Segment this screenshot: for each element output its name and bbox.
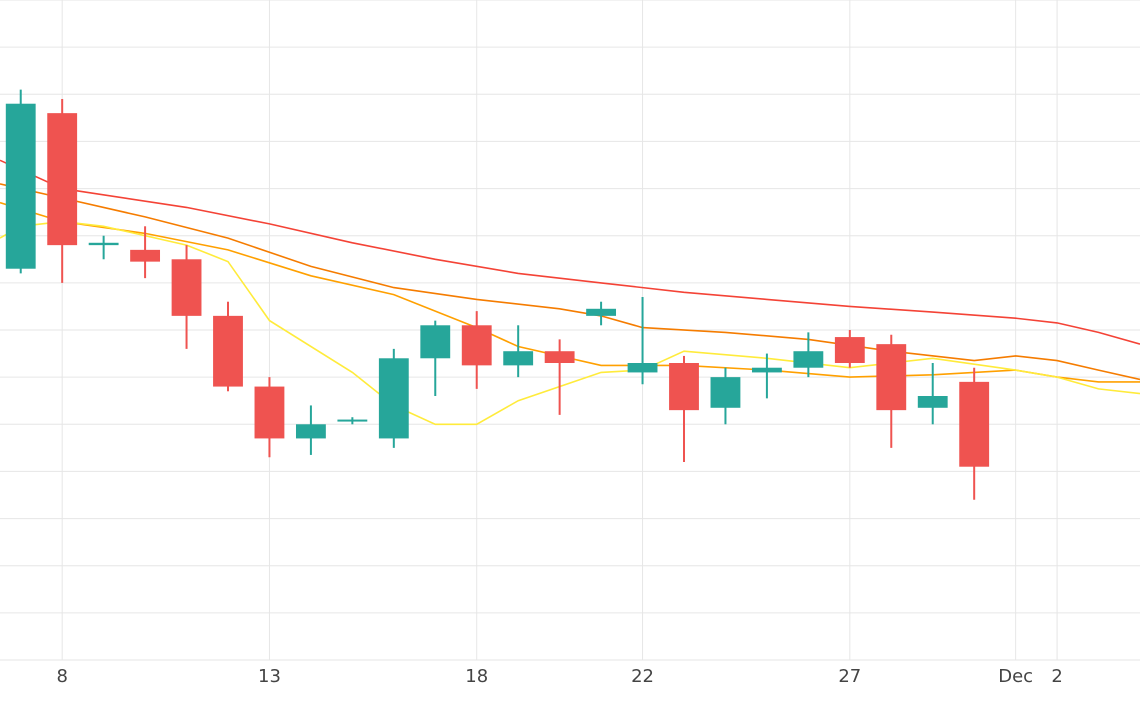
candle-decreasing: [834, 330, 865, 368]
candle-body: [959, 381, 990, 467]
candle-body: [917, 396, 948, 408]
candle-body: [295, 424, 326, 439]
candle-increasing: [751, 353, 782, 399]
candle-increasing: [503, 325, 534, 378]
candle-decreasing: [254, 377, 285, 458]
candle-increasing: [420, 320, 451, 396]
candle-decreasing: [171, 245, 202, 349]
candle-body: [47, 113, 78, 246]
candle-decreasing: [130, 226, 161, 279]
candles: [5, 89, 990, 500]
candle-increasing: [586, 301, 617, 326]
x-tick-label: 8: [56, 666, 67, 687]
candle-increasing: [378, 348, 409, 448]
candle-body: [669, 363, 699, 411]
x-tick-label: Dec: [998, 666, 1033, 687]
candle-body: [627, 363, 658, 373]
candle-increasing: [710, 367, 741, 425]
x-tick-label: 27: [838, 666, 861, 687]
candle-body: [337, 419, 368, 422]
candle-body: [503, 351, 534, 366]
x-tick-label: 2: [1051, 666, 1062, 687]
candle-body: [378, 358, 409, 439]
candle-increasing: [5, 89, 36, 274]
grid: [0, 0, 1140, 661]
moving-average-line: [0, 159, 1140, 345]
x-tick-label: 13: [258, 666, 281, 687]
x-tick-label: 18: [465, 666, 488, 687]
candle-body: [5, 103, 36, 269]
candle-decreasing: [47, 99, 78, 283]
candle-body: [88, 242, 119, 246]
candle-body: [586, 308, 617, 316]
candle-increasing: [337, 417, 368, 425]
candle-decreasing: [544, 339, 575, 415]
candle-body: [420, 325, 451, 359]
candle-increasing: [627, 297, 658, 385]
candle-body: [876, 344, 907, 411]
candle-increasing: [793, 332, 824, 378]
candle-decreasing: [876, 334, 907, 448]
candle-body: [130, 249, 161, 262]
candle-body: [834, 337, 865, 363]
candle-increasing: [295, 405, 326, 455]
candle-body: [544, 351, 575, 363]
candle-body: [793, 351, 824, 368]
candle-decreasing: [461, 311, 492, 389]
candle-body: [213, 315, 243, 387]
candle-decreasing: [213, 301, 243, 392]
candle-body: [751, 367, 782, 373]
x-tick-label: 22: [631, 666, 654, 687]
candle-body: [254, 386, 285, 439]
moving-average-line: [0, 183, 1140, 381]
candle-decreasing: [959, 367, 990, 500]
x-axis-ticks: 8 13 18 22 27 Dec 2: [56, 666, 1062, 687]
candle-body: [171, 259, 202, 316]
candle-body: [710, 377, 741, 408]
candle-increasing: [88, 235, 119, 260]
candle-decreasing: [669, 355, 699, 462]
candle-body: [461, 325, 492, 366]
candle-increasing: [917, 363, 948, 425]
